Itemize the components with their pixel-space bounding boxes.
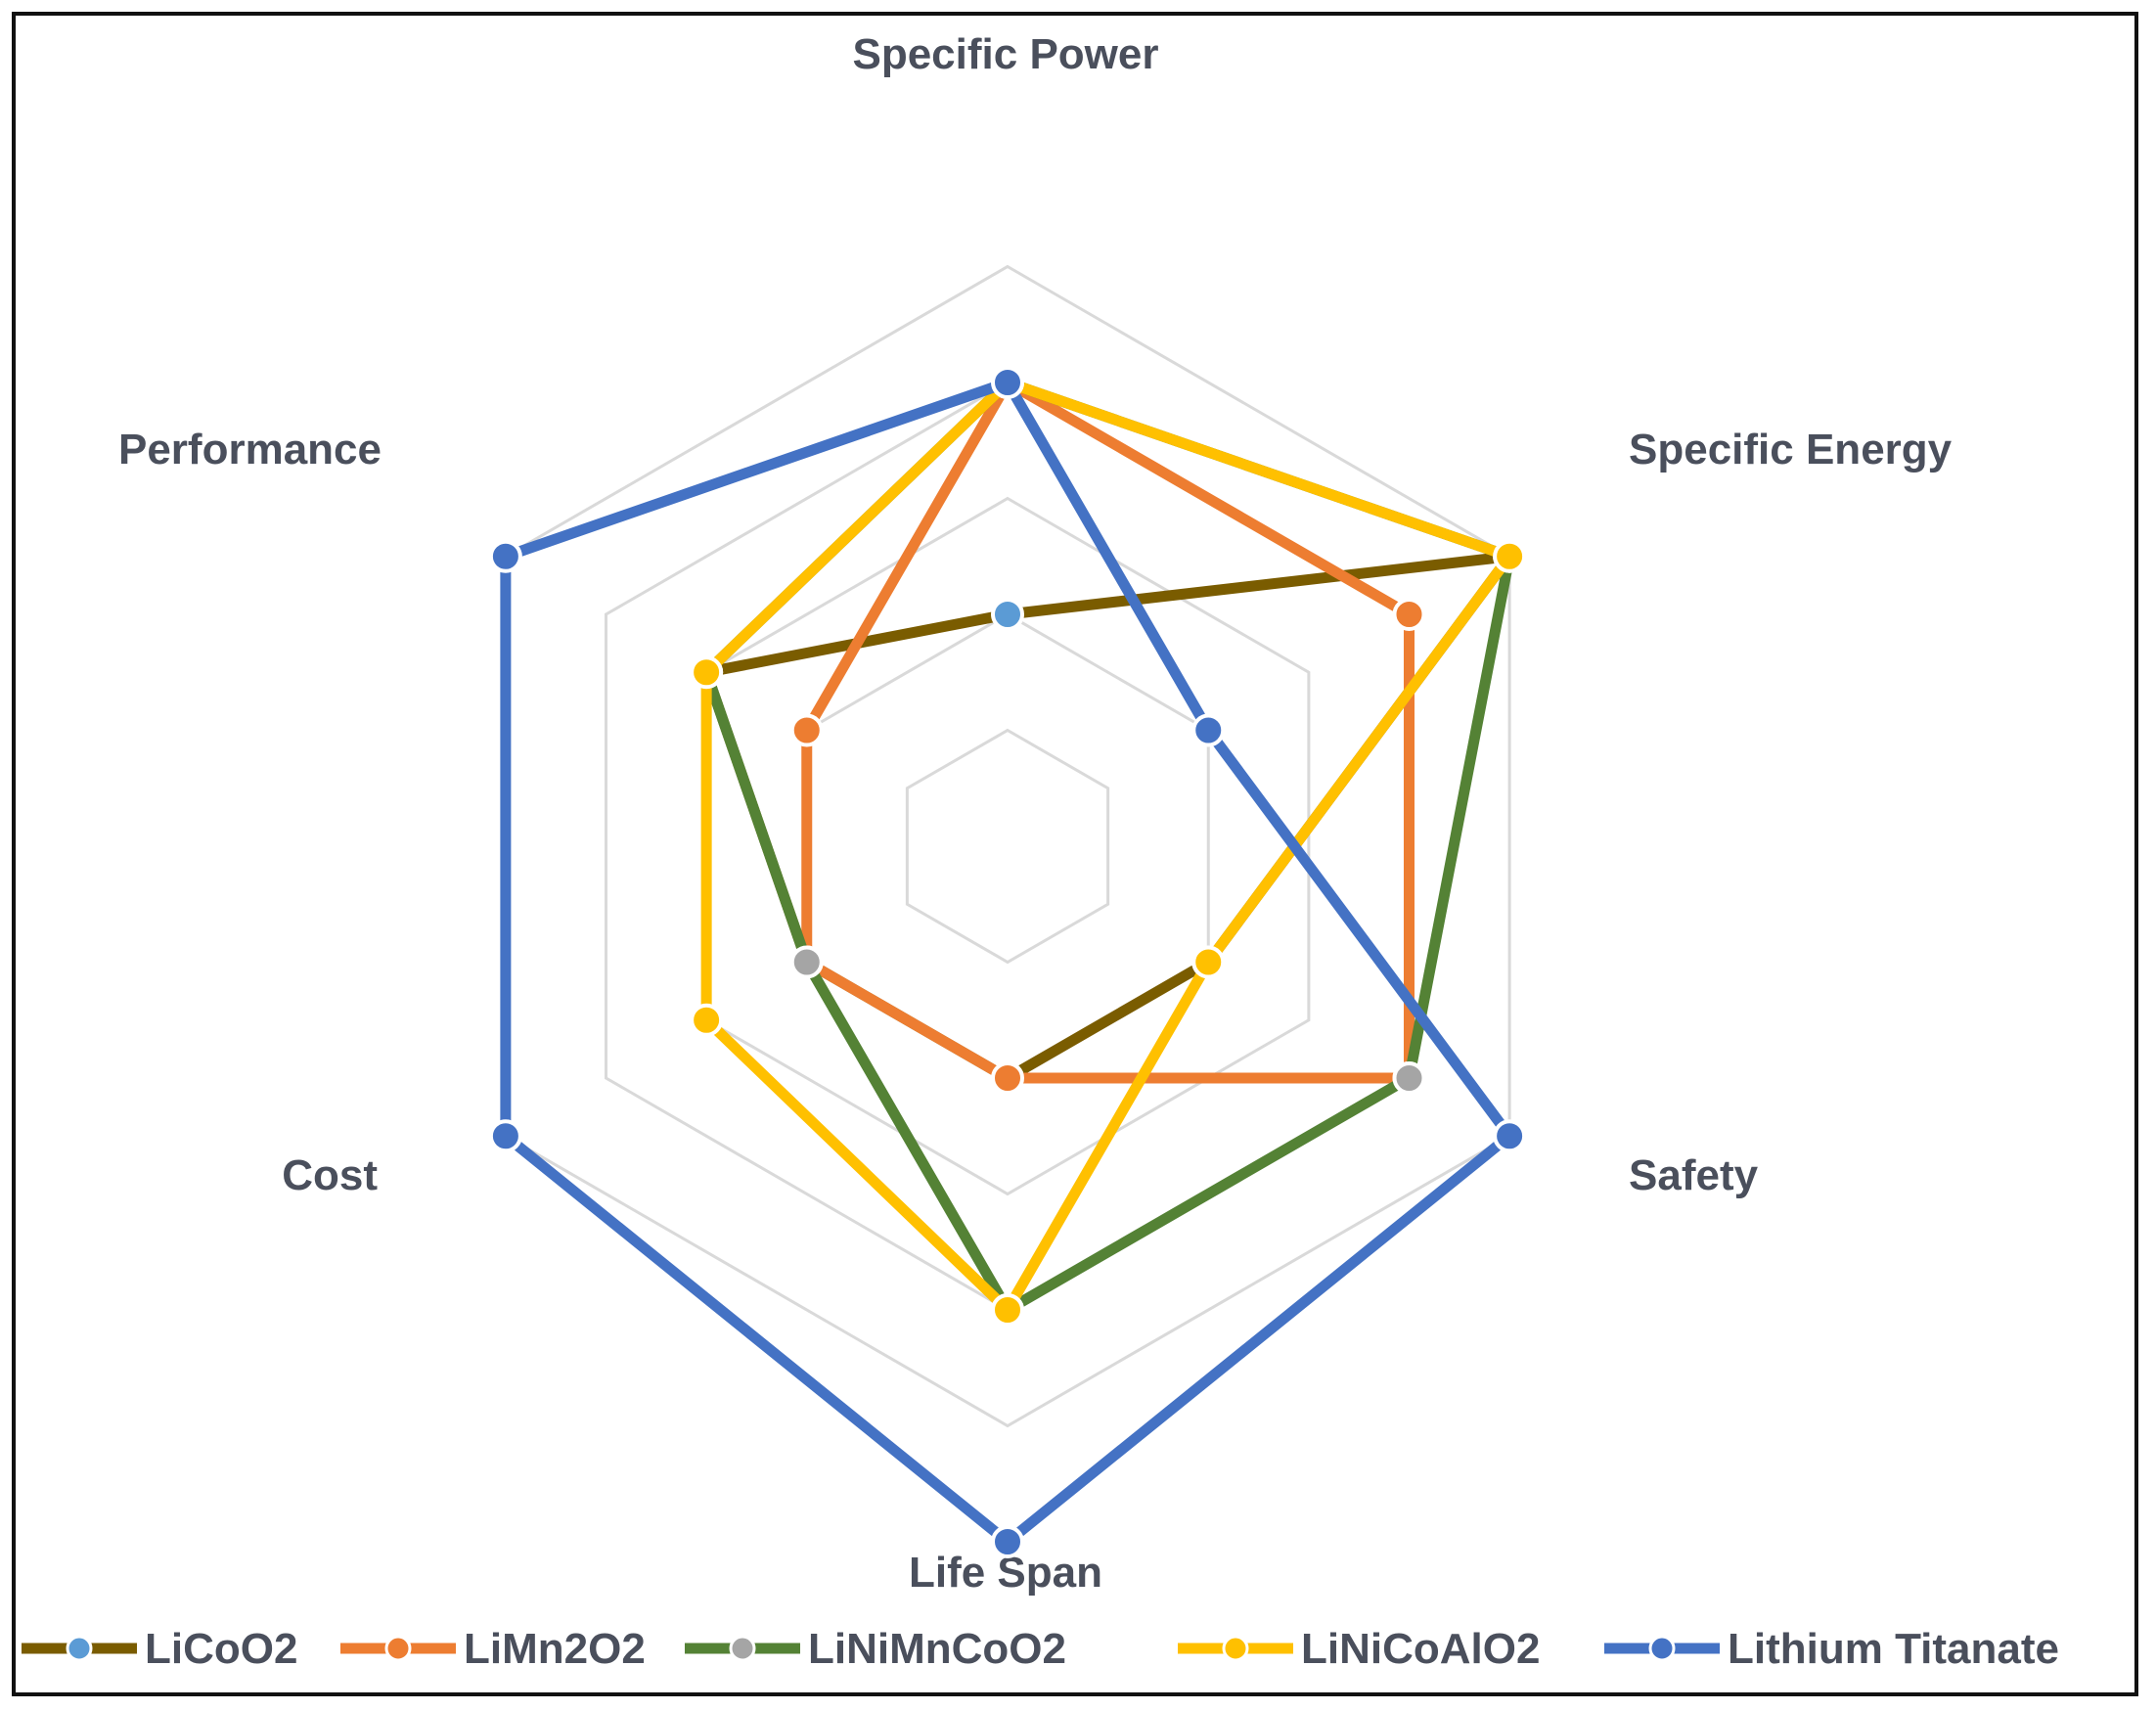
legend-item-lithium-titanate: Lithium Titanate [1604, 1625, 2059, 1673]
data-point-licoo2-specific-power [991, 598, 1024, 631]
data-point-limn2o2-specific-energy [1392, 598, 1426, 631]
series-limn2o2 [789, 366, 1426, 1095]
data-point-linicoalo2-life-span [991, 1293, 1024, 1327]
data-point-linicoalo2-specific-energy [1493, 539, 1527, 573]
legend-swatch-marker [1222, 1635, 1249, 1662]
legend-swatch-marker [66, 1635, 93, 1662]
legend-item-licoo2: LiCoO2 [22, 1625, 297, 1673]
legend-item-limn2o2: LiMn2O2 [340, 1625, 646, 1673]
axis-label-safety: Safety [1629, 1151, 1759, 1199]
data-point-limn2o2-life-span [991, 1061, 1024, 1095]
series-lithium-titanate [488, 366, 1527, 1558]
data-point-lithium-titanate-safety [1493, 1119, 1527, 1153]
data-point-linicoalo2-performance [690, 655, 724, 690]
legend-label: Lithium Titanate [1728, 1625, 2059, 1673]
data-point-lithium-titanate-performance [488, 539, 522, 573]
data-point-lithium-titanate-specific-energy [1191, 713, 1226, 747]
data-point-linimncoo2-cost [789, 945, 824, 979]
data-point-lithium-titanate-life-span [991, 1525, 1024, 1558]
axis-label-cost: Cost [282, 1151, 378, 1199]
grid-ring-2 [805, 612, 1210, 1080]
grid-ring-1 [905, 728, 1110, 965]
data-point-linicoalo2-cost [690, 1003, 724, 1037]
legend-label: LiCoO2 [145, 1625, 297, 1673]
data-point-lithium-titanate-cost [488, 1119, 522, 1153]
legend-label: LiMn2O2 [464, 1625, 646, 1673]
legend-swatch-marker [729, 1635, 756, 1662]
legend-swatch-marker [1648, 1635, 1676, 1662]
series-lines [488, 366, 1527, 1558]
legend-swatch-marker [384, 1635, 412, 1662]
legend: LiCoO2 LiMn2O2 LiNiMnCoO2 LiNiCoAlO2 Lithium… [22, 1625, 2059, 1673]
axis-label-specific-energy: Specific Energy [1629, 426, 1953, 473]
legend-label: LiNiMnCoO2 [808, 1625, 1066, 1673]
series-linicoalo2 [690, 366, 1527, 1327]
axis-label-specific-power: Specific Power [852, 30, 1158, 78]
data-point-lithium-titanate-specific-power [991, 366, 1024, 399]
axis-label-performance: Performance [118, 426, 382, 473]
chart-frame [12, 12, 2138, 1696]
legend-item-linicoalo2: LiNiCoAlO2 [1178, 1625, 1540, 1673]
legend-item-linimncoo2: LiNiMnCoO2 [685, 1625, 1066, 1673]
legend-label: LiNiCoAlO2 [1301, 1625, 1540, 1673]
data-point-linimncoo2-safety [1392, 1061, 1426, 1095]
data-point-linicoalo2-safety [1191, 945, 1226, 979]
data-point-limn2o2-performance [789, 713, 824, 747]
